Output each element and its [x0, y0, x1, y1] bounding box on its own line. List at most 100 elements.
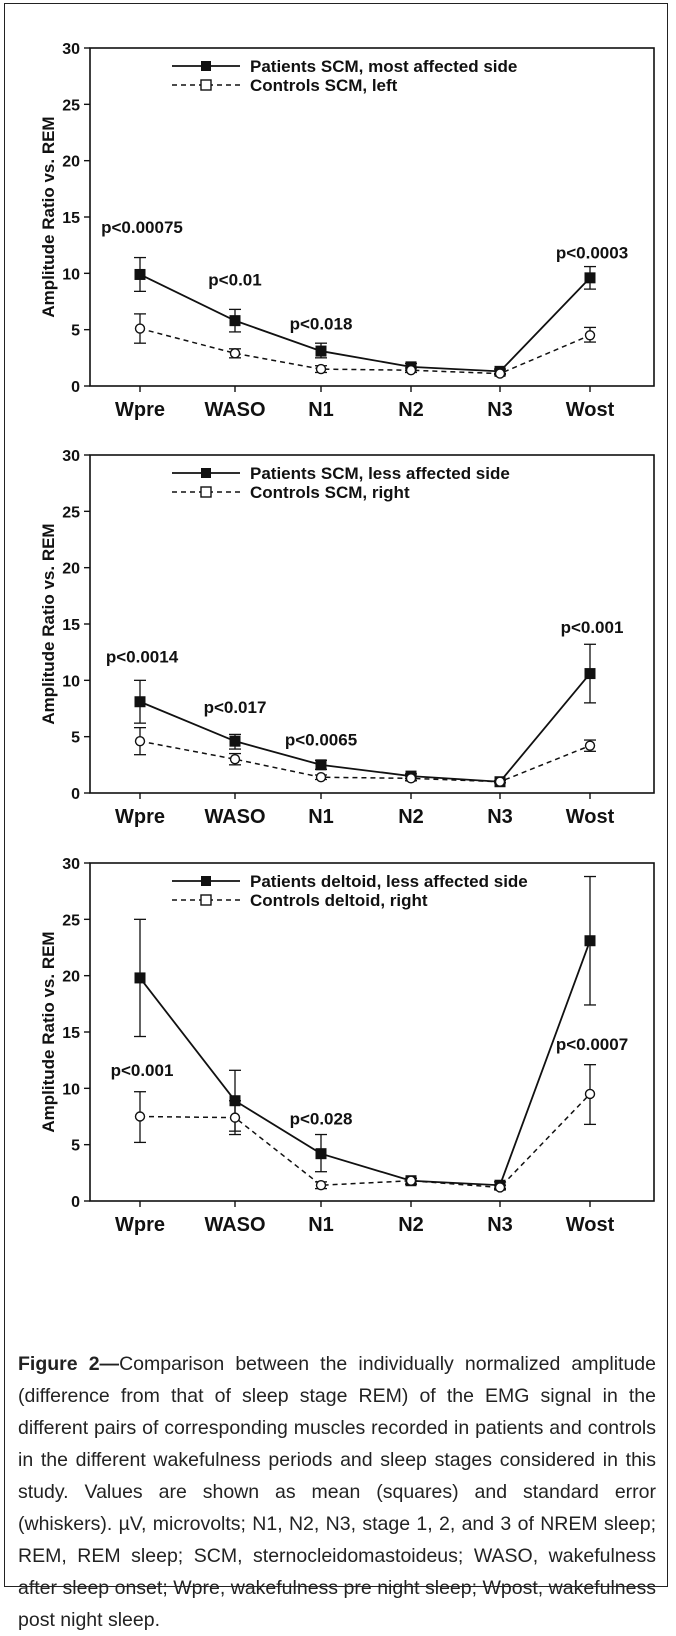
y-tick-label: 20 — [62, 561, 80, 578]
x-tick-label: Wpre — [115, 399, 165, 421]
x-tick-label: N1 — [308, 806, 334, 828]
x-tick-label: WASO — [204, 806, 265, 828]
y-tick-label: 15 — [62, 1025, 80, 1042]
p-value-annotation: p<0.0014 — [106, 647, 179, 666]
y-tick-label: 25 — [62, 97, 80, 114]
x-tick-label: N2 — [398, 1214, 424, 1236]
data-point — [315, 772, 327, 783]
data-point — [315, 759, 327, 771]
y-tick-label: 30 — [62, 448, 80, 465]
legend-label: Controls SCM, left — [250, 76, 398, 95]
chart-middle: 0 5 10 15 20 25 30 Amplitude Ratio vs. REM Wpre W… — [0, 447, 676, 847]
data-point — [315, 363, 327, 375]
data-point — [584, 272, 596, 284]
chart-top: 0 5 10 15 20 25 30 Amplitude Ratio vs. REM Wpre W… — [0, 40, 676, 440]
data-point — [494, 776, 506, 787]
series-line — [139, 273, 591, 373]
p-value-annotation: p<0.00075 — [101, 218, 183, 237]
p-value-annotation: p<0.0007 — [556, 1035, 628, 1054]
legend-marker — [201, 876, 211, 886]
legend-label: Controls deltoid, right — [250, 891, 428, 910]
y-tick-label: 15 — [62, 617, 80, 634]
y-tick-label: 20 — [62, 969, 80, 986]
y-tick-label: 5 — [71, 730, 80, 747]
y-tick-label: 10 — [62, 673, 80, 690]
data-point — [229, 754, 241, 765]
caption-text: Comparison between the individually norm… — [18, 1353, 656, 1631]
y-tick-label: 5 — [71, 323, 80, 340]
chart-svg: 0 5 10 15 20 25 30 Amplitude Ratio vs. REM Wpre W… — [39, 448, 655, 828]
data-point — [229, 315, 241, 327]
caption-label: Figure 2— — [18, 1353, 120, 1375]
legend-marker — [200, 79, 212, 91]
data-point — [584, 668, 596, 680]
data-point — [315, 345, 327, 357]
y-tick-label: 10 — [62, 1081, 80, 1098]
p-value-annotation: p<0.001 — [111, 1061, 174, 1080]
x-tick-label: Wost — [566, 1214, 615, 1236]
y-tick-label: 30 — [62, 856, 80, 873]
x-tick-label: WASO — [204, 399, 265, 421]
y-tick-label: 15 — [62, 210, 80, 227]
data-point — [134, 696, 146, 708]
series-line — [139, 672, 591, 783]
data-point — [584, 1088, 596, 1100]
legend-marker — [200, 486, 212, 498]
chart-svg: 0 5 10 15 20 25 30 Amplitude Ratio vs. REM Wpre W… — [39, 41, 655, 421]
data-point — [494, 368, 506, 379]
legend-marker — [201, 61, 211, 71]
series-line — [139, 740, 591, 783]
data-point — [134, 972, 146, 984]
series-line — [139, 1093, 591, 1189]
x-tick-label: Wost — [566, 399, 615, 421]
data-point — [405, 773, 417, 784]
legend-label: Patients SCM, most affected side — [250, 57, 517, 76]
y-axis-label: Amplitude Ratio vs. REM — [39, 523, 58, 724]
y-tick-label: 20 — [62, 154, 80, 171]
y-tick-label: 0 — [71, 1194, 80, 1211]
p-value-annotation: p<0.01 — [208, 271, 261, 290]
p-value-annotation: p<0.028 — [290, 1109, 353, 1128]
data-point — [405, 365, 417, 376]
data-point — [134, 268, 146, 280]
series-line — [139, 327, 591, 375]
y-tick-label: 0 — [71, 379, 80, 396]
y-tick-label: 25 — [62, 504, 80, 521]
data-point — [229, 735, 241, 747]
p-value-annotation: p<0.0065 — [285, 731, 357, 750]
data-point — [229, 348, 241, 359]
x-tick-label: N1 — [308, 399, 334, 421]
x-tick-label: Wpre — [115, 806, 165, 828]
x-tick-label: WASO — [204, 1214, 265, 1236]
y-tick-label: 25 — [62, 912, 80, 929]
x-tick-label: N3 — [487, 1214, 513, 1236]
series-line — [139, 940, 591, 1187]
plot-area — [89, 862, 655, 1202]
p-value-annotation: p<0.018 — [290, 315, 353, 334]
y-tick-label: 0 — [71, 786, 80, 803]
y-tick-label: 30 — [62, 41, 80, 58]
data-point — [494, 1182, 506, 1193]
x-tick-label: N1 — [308, 1214, 334, 1236]
legend-marker — [200, 894, 212, 906]
y-axis-label: Amplitude Ratio vs. REM — [39, 931, 58, 1132]
legend-label: Controls SCM, right — [250, 483, 410, 502]
chart-svg: 0 5 10 15 20 25 30 Amplitude Ratio vs. REM Wpre W… — [39, 856, 655, 1236]
legend-marker — [201, 468, 211, 478]
data-point — [584, 740, 596, 751]
data-point — [134, 735, 146, 747]
data-point — [405, 1175, 417, 1186]
x-tick-label: N3 — [487, 806, 513, 828]
y-tick-label: 10 — [62, 266, 80, 283]
chart-bottom: 0 5 10 15 20 25 30 Amplitude Ratio vs. REM Wpre W… — [0, 855, 676, 1255]
figure-frame — [4, 3, 668, 1587]
data-point — [134, 1111, 146, 1122]
data-point — [315, 1148, 327, 1160]
x-tick-label: Wpre — [115, 1214, 165, 1236]
p-value-annotation: p<0.001 — [561, 618, 624, 637]
legend-label: Patients SCM, less affected side — [250, 464, 510, 483]
data-point — [584, 935, 596, 947]
p-value-annotation: p<0.0003 — [556, 244, 628, 263]
data-point — [315, 1180, 327, 1191]
legend-label: Patients deltoid, less affected side — [250, 872, 528, 891]
